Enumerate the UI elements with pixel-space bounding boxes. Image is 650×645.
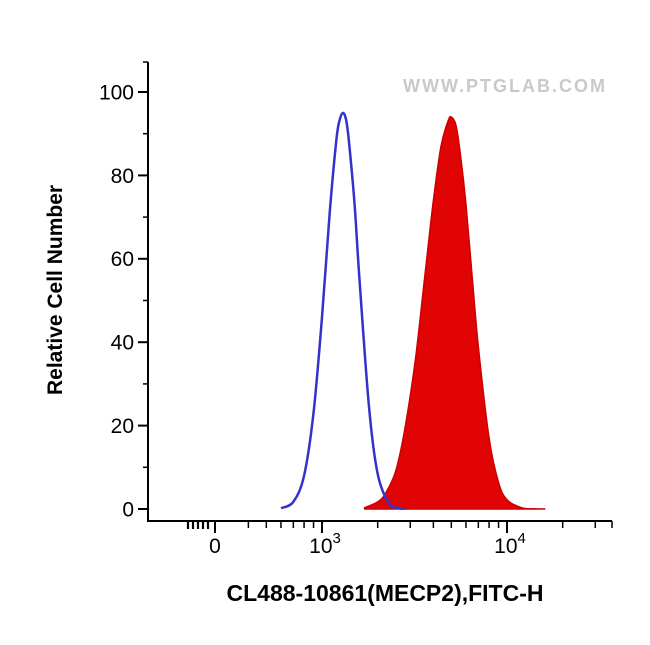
filled-histogram-curve bbox=[363, 115, 546, 510]
x-axis-title: CL488-10861(MECP2),FITC-H bbox=[227, 580, 544, 606]
y-tick-label: 0 bbox=[122, 498, 134, 521]
y-tick-label: 60 bbox=[111, 248, 134, 271]
y-tick-label: 100 bbox=[99, 81, 134, 104]
x-tick-label: 104 bbox=[494, 530, 526, 558]
x-tick-label: 0 bbox=[209, 535, 221, 558]
watermark: WWW.PTGLAB.COM bbox=[403, 76, 607, 96]
axis-frame bbox=[147, 62, 612, 522]
open-histogram-curve bbox=[280, 111, 405, 511]
y-tick-label: 80 bbox=[111, 165, 134, 188]
plot-area: 0 20 40 60 80 100 0 103 104 bbox=[99, 61, 613, 558]
axis-ticks bbox=[138, 61, 613, 533]
tick-labels: 0 20 40 60 80 100 0 103 104 bbox=[99, 81, 526, 558]
x-tick-label: 103 bbox=[309, 530, 341, 558]
y-tick-label: 40 bbox=[111, 332, 134, 355]
y-axis-title: Relative Cell Number bbox=[44, 185, 67, 395]
y-tick-label: 20 bbox=[111, 415, 134, 438]
